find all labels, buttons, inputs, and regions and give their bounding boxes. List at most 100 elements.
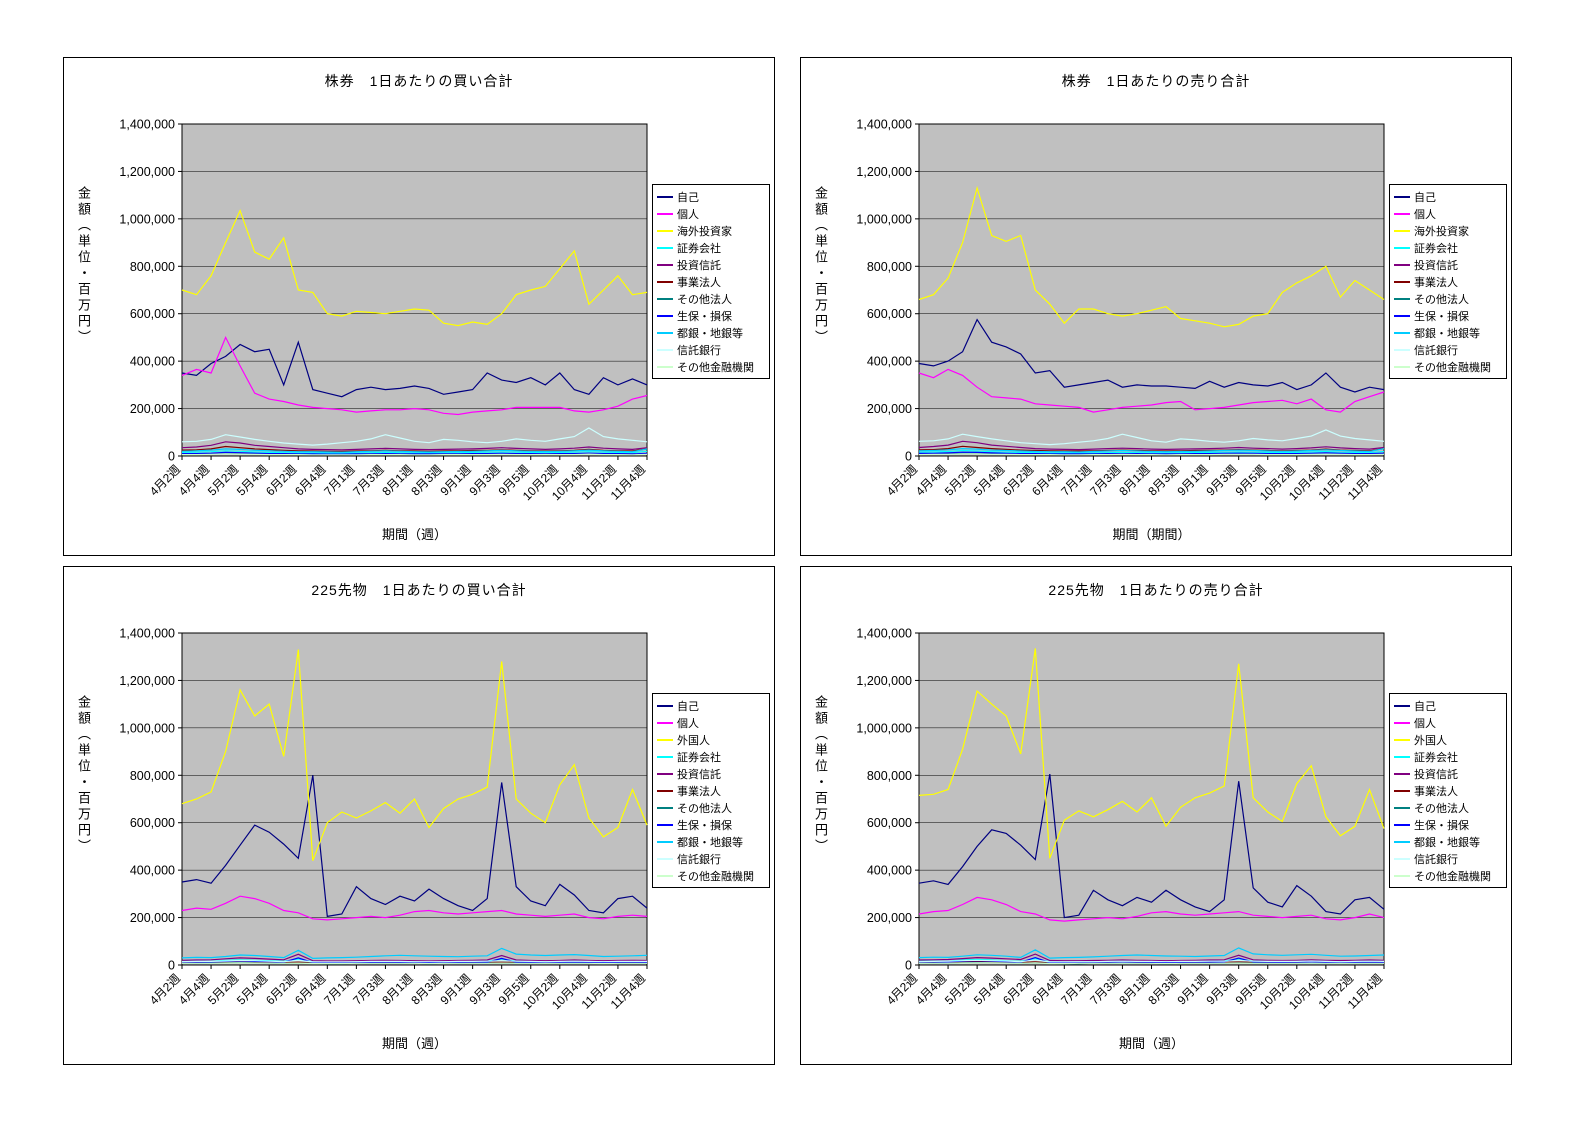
legend: 自己 個人 外国人 証券会社 投資信託 事業法人 その他法人 生保・損保 都銀・地銀等 信託銀行そ… (652, 693, 770, 888)
chart-title: 株券 1日あたりの買い合計 (324, 73, 514, 89)
legend-item: その他金融機関 (655, 867, 767, 884)
legend-item: 生保・損保 (655, 307, 767, 324)
legend-item: 生保・損保 (1392, 816, 1504, 833)
legend-label: 都銀・地銀等 (1414, 836, 1480, 849)
x-tick-label: 5月2週 (205, 971, 241, 1007)
legend-item: 海外投資家 (1392, 222, 1504, 239)
legend-label: 信託銀行 (1414, 853, 1458, 866)
legend-line-sample (1394, 331, 1410, 334)
series-line-外国人 (181, 649, 648, 861)
legend-label: 証券会社 (677, 242, 721, 255)
x-tick-label: 6月4週 (292, 462, 328, 498)
legend-line-sample (657, 874, 673, 877)
legend-item: 自己 (1392, 697, 1504, 714)
legend-line-sample (657, 212, 673, 215)
legend-item: 個人 (1392, 714, 1504, 731)
series-line-信託銀行 (918, 959, 1385, 963)
legend-item: 事業法人 (655, 782, 767, 799)
y-tick-label: 400,000 (867, 355, 912, 369)
legend-label: 証券会社 (1414, 751, 1458, 764)
legend-item: 都銀・地銀等 (1392, 833, 1504, 850)
legend-item: 事業法人 (1392, 273, 1504, 290)
legend-item: 海外投資家 (655, 222, 767, 239)
legend-line-sample (657, 246, 673, 249)
legend-item: その他法人 (1392, 290, 1504, 307)
series-line-証券会社 (181, 450, 648, 454)
x-tick-label: 9月1週 (437, 971, 473, 1007)
legend-label: 投資信託 (677, 768, 721, 781)
x-tick-label: 4月4週 (176, 462, 212, 498)
legend-item: 投資信託 (1392, 256, 1504, 273)
y-axis-title: 金額（単位・百万円） (813, 186, 828, 346)
legend-label: 自己 (1414, 700, 1436, 713)
x-tick-label: 7月1週 (321, 462, 357, 498)
series-line-自己 (181, 340, 648, 398)
legend-item: 証券会社 (1392, 239, 1504, 256)
legend-line-sample (657, 348, 673, 351)
legend-label: 投資信託 (677, 259, 721, 272)
series-line-海外投資家 (181, 208, 648, 327)
series-line-海外投資家 (918, 185, 1385, 328)
legend-item: その他法人 (655, 290, 767, 307)
series-line-個人 (918, 368, 1385, 413)
legend-label: 事業法人 (677, 785, 721, 798)
x-tick-label: 5月4週 (971, 971, 1007, 1007)
x-tick-label: 5月2週 (205, 462, 241, 498)
legend-label: 投資信託 (1414, 768, 1458, 781)
y-axis-title: 金額（単位・百万円） (813, 695, 828, 855)
plot-svg: 0 200,000 400,000 600,000 800,000 1,000,000 1,… (119, 118, 648, 504)
legend-label: 信託銀行 (1414, 344, 1458, 357)
legend-line-sample (657, 280, 673, 283)
x-tick-label: 8月3週 (1145, 971, 1181, 1007)
legend-label: 外国人 (1414, 734, 1447, 747)
legend-line-sample (1394, 314, 1410, 317)
chart-title: 225先物 1日あたりの買い合計 (311, 582, 527, 598)
series-line-自己 (918, 318, 1385, 393)
y-tick-label: 200,000 (130, 911, 175, 925)
x-tick-label: 5月4週 (234, 462, 270, 498)
legend-item: 都銀・地銀等 (1392, 324, 1504, 341)
y-tick-label: 0 (905, 959, 912, 973)
x-axis-title: 期間（週） (1118, 1036, 1184, 1051)
x-tick-label: 9月3週 (466, 462, 502, 498)
series-line-自己 (181, 775, 648, 918)
x-tick-label: 6月2週 (263, 971, 299, 1007)
legend-item: 証券会社 (1392, 748, 1504, 765)
legend-line-sample (1394, 823, 1410, 826)
series-line-その他金融機関 (182, 962, 647, 965)
legend-item: 事業法人 (655, 273, 767, 290)
legend-item: 信託銀行 (1392, 850, 1504, 867)
x-tick-label: 6月2週 (1000, 971, 1036, 1007)
legend-item: 都銀・地銀等 (655, 324, 767, 341)
legend-item: 信託銀行 (655, 850, 767, 867)
y-tick-label: 0 (905, 450, 912, 464)
legend-label: その他法人 (1414, 293, 1469, 306)
legend-item: 生保・損保 (1392, 307, 1504, 324)
x-tick-label: 5月4週 (971, 462, 1007, 498)
legend-label: 信託銀行 (677, 853, 721, 866)
x-tick-label: 4月2週 (147, 462, 183, 498)
legend-item: その他金融機関 (655, 358, 767, 375)
legend-item: 投資信託 (1392, 765, 1504, 782)
legend-line-sample (1394, 365, 1410, 368)
x-tick-label: 8月1週 (1116, 971, 1152, 1007)
x-tick-label: 5月4週 (234, 971, 270, 1007)
y-tick-label: 1,200,000 (119, 165, 175, 179)
series-line-都銀・地銀等 (181, 947, 648, 960)
x-tick-label: 9月1週 (1174, 462, 1210, 498)
legend-line-sample (1394, 755, 1410, 758)
legend-line-sample (1394, 263, 1410, 266)
legend-label: その他金融機関 (677, 361, 754, 374)
legend-line-sample (657, 789, 673, 792)
x-tick-label: 8月1週 (1116, 462, 1152, 498)
x-tick-label: 7月3週 (350, 462, 386, 498)
x-tick-label: 7月1週 (321, 971, 357, 1007)
y-tick-label: 1,200,000 (856, 674, 912, 688)
x-tick-label: 8月3週 (1145, 462, 1181, 498)
x-tick-label: 6月2週 (1000, 462, 1036, 498)
y-axis-title: 金額（単位・百万円） (76, 186, 91, 346)
legend-line-sample (657, 755, 673, 758)
legend-label: 個人 (1414, 717, 1436, 730)
legend-label: 証券会社 (1414, 242, 1458, 255)
legend-line-sample (657, 772, 673, 775)
